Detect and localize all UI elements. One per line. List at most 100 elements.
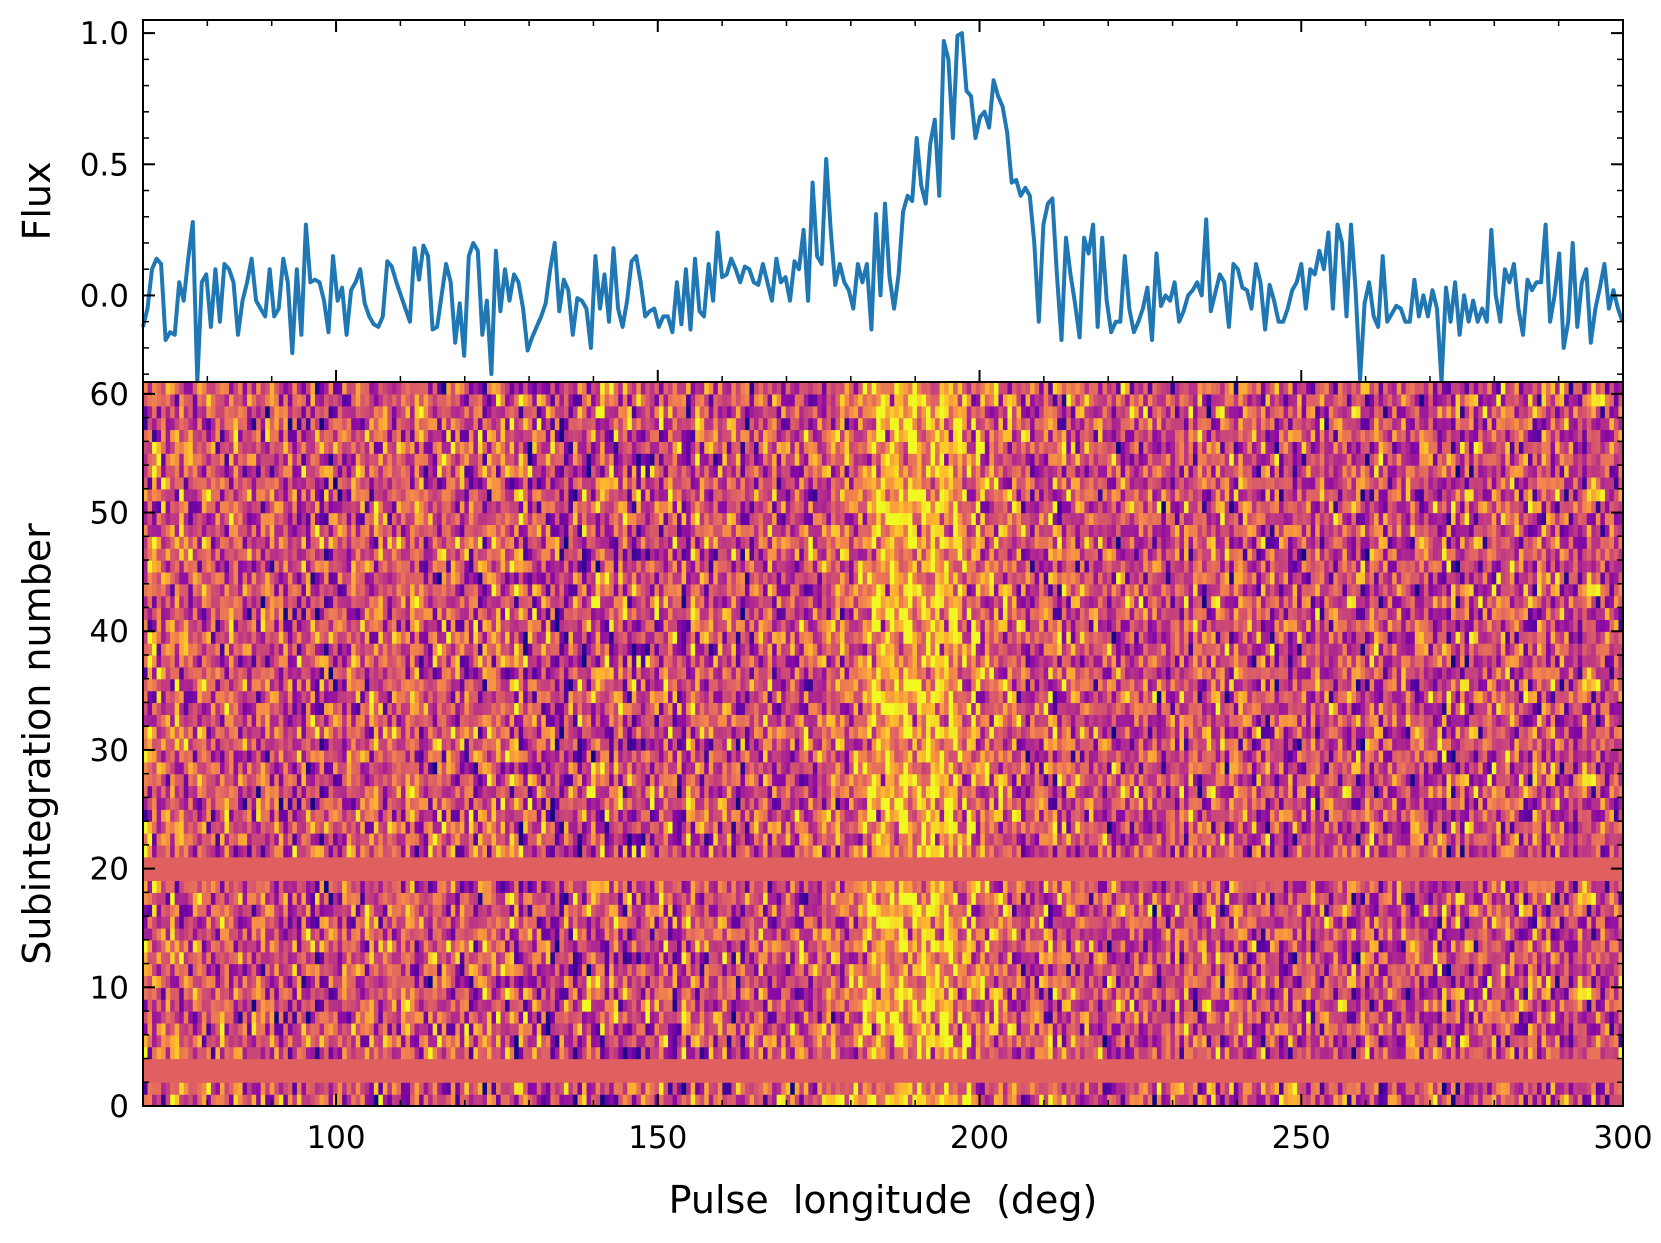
heatmap-cell (324, 1011, 330, 1024)
heatmap-cell (609, 939, 615, 953)
heatmap-cell (183, 987, 189, 1000)
heatmap-cell (1011, 951, 1018, 965)
heatmap-cell (803, 927, 809, 941)
heatmap-cell (1437, 999, 1443, 1012)
heatmap-cell (844, 1046, 850, 1060)
heatmap-cell (1609, 1034, 1615, 1048)
heatmap-cell (265, 987, 271, 1000)
heatmap-cell (754, 939, 760, 953)
heatmap-cell (518, 951, 524, 965)
heatmap-cell (1609, 999, 1615, 1012)
heatmap-cell (582, 927, 588, 941)
heatmap-cell (1355, 963, 1362, 977)
heatmap-cell (1220, 904, 1226, 917)
heatmap-cell (1211, 975, 1217, 988)
heatmap-cell (903, 951, 909, 965)
heatmap-cell (477, 963, 484, 977)
heatmap-cell (1007, 999, 1013, 1012)
heatmap-cell (192, 1022, 198, 1036)
heatmap-cell (405, 1094, 411, 1107)
heatmap-cell (713, 1011, 719, 1024)
heatmap-cell (296, 999, 303, 1012)
heatmap-cell (781, 1046, 787, 1060)
heatmap-cell (1292, 999, 1298, 1012)
heatmap-cell (1328, 927, 1334, 941)
heatmap-cell (1333, 904, 1339, 917)
heatmap-cell (328, 951, 334, 965)
heatmap-cell (1251, 927, 1257, 941)
heatmap-cell (419, 999, 425, 1012)
heatmap-cell (944, 916, 950, 929)
heatmap-cell (233, 1094, 239, 1107)
heatmap-cell (840, 939, 846, 953)
heatmap-cell (1383, 975, 1389, 988)
heatmap-cell (1514, 904, 1520, 917)
heatmap-cell (767, 987, 773, 1000)
heatmap-cell (1369, 1094, 1375, 1107)
heatmap-cell (808, 1034, 814, 1048)
heatmap-cell (1152, 927, 1158, 941)
heatmap-cell (1319, 916, 1325, 929)
heatmap-cell (1084, 999, 1090, 1012)
heatmap-cell (726, 927, 732, 941)
heatmap-cell (500, 963, 506, 977)
heatmap-cell (1256, 975, 1262, 988)
heatmap-cell (1600, 927, 1606, 941)
heatmap-cell (355, 987, 361, 1000)
heatmap-cell (1220, 975, 1226, 988)
heatmap-cell (1215, 1022, 1221, 1036)
heatmap-cell (930, 1082, 936, 1095)
heatmap-cell (437, 987, 443, 1000)
heatmap-cell (1134, 999, 1140, 1012)
heatmap-cell (1129, 1034, 1135, 1048)
heatmap-cell (975, 927, 981, 941)
heatmap-cell (1473, 927, 1479, 941)
heatmap-cell (224, 1046, 230, 1060)
heatmap-cell (812, 999, 818, 1012)
heatmap-cell (1428, 1011, 1434, 1024)
heatmap-cell (1147, 987, 1153, 1000)
heatmap-cell (156, 987, 162, 1000)
heatmap-cell (545, 1034, 551, 1048)
heatmap-cell (600, 987, 606, 1000)
heatmap-cell (1324, 951, 1330, 965)
heatmap-cell (314, 1082, 321, 1095)
heatmap-cell (749, 939, 755, 953)
heatmap-cell (1383, 1046, 1389, 1060)
heatmap-cell (1206, 904, 1212, 917)
heatmap-cell (373, 904, 379, 917)
heatmap-cell (1079, 1082, 1086, 1095)
heatmap-cell (772, 999, 778, 1012)
heatmap-cell (572, 1011, 579, 1024)
heatmap-cell (1179, 1082, 1185, 1095)
heatmap-cell (161, 1022, 167, 1036)
heatmap-cell (731, 1022, 737, 1036)
heatmap-cell (894, 1082, 900, 1095)
heatmap-cell (1365, 1022, 1371, 1036)
heatmap-cell (174, 1034, 180, 1048)
heatmap-cell (1061, 963, 1067, 977)
heatmap-cell (699, 1022, 705, 1036)
heatmap-cell (1419, 916, 1425, 929)
heatmap-cell (1197, 1022, 1203, 1036)
heatmap-cell (1011, 916, 1018, 929)
heatmap-cell (1573, 1034, 1579, 1048)
heatmap-cell (455, 999, 461, 1012)
heatmap-cell (1478, 916, 1484, 929)
heatmap-cell (333, 927, 339, 941)
heatmap-cell (1469, 916, 1475, 929)
heatmap-cell (1482, 975, 1488, 988)
heatmap-cell (844, 1011, 850, 1024)
heatmap-cell (1211, 1034, 1217, 1048)
heatmap-cell (364, 1094, 370, 1107)
heatmap-cell (853, 1046, 859, 1060)
heatmap-cell (880, 951, 886, 965)
heatmap-cell (1301, 975, 1307, 988)
heatmap-cell (821, 963, 828, 977)
heatmap-cell (1537, 975, 1543, 988)
heatmap-cell (790, 999, 796, 1012)
heatmap-cell (858, 1022, 864, 1036)
heatmap-cell (1387, 1082, 1393, 1095)
heatmap-cell (1021, 1046, 1027, 1060)
